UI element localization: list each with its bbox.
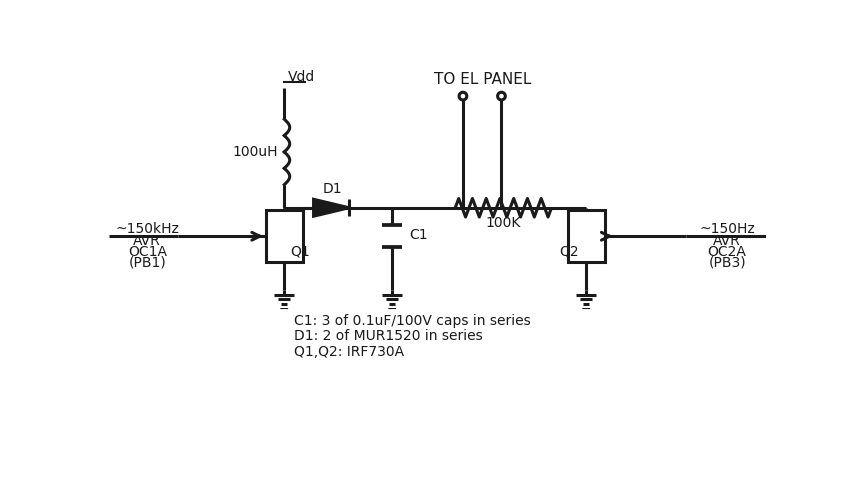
Text: Q2: Q2 (558, 245, 578, 259)
Text: C1: 3 of 0.1uF/100V caps in series: C1: 3 of 0.1uF/100V caps in series (293, 314, 530, 328)
Text: OC1A: OC1A (128, 245, 166, 259)
Bar (266, 210, 302, 263)
Text: (PB3): (PB3) (707, 255, 745, 269)
Text: 100K: 100K (485, 216, 521, 230)
Bar (567, 210, 604, 263)
Text: C1: C1 (409, 228, 427, 242)
Text: TO EL PANEL: TO EL PANEL (433, 72, 530, 87)
Text: AVR: AVR (712, 234, 740, 248)
Text: D1: 2 of MUR1520 in series: D1: 2 of MUR1520 in series (293, 329, 481, 343)
Text: ~150kHz: ~150kHz (115, 222, 179, 236)
Polygon shape (314, 199, 348, 216)
Text: Vdd: Vdd (287, 70, 314, 84)
Text: D1: D1 (323, 182, 343, 196)
Text: ~150Hz: ~150Hz (699, 222, 754, 236)
Text: −: − (387, 303, 397, 316)
Text: (PB1): (PB1) (129, 255, 166, 269)
Text: −: − (580, 303, 590, 316)
Text: OC2A: OC2A (707, 245, 746, 259)
Text: Q1,Q2: IRF730A: Q1,Q2: IRF730A (293, 345, 403, 359)
Text: Q1: Q1 (291, 245, 310, 259)
Text: −: − (279, 303, 289, 316)
Text: 100uH: 100uH (233, 145, 278, 159)
Text: AVR: AVR (133, 234, 161, 248)
